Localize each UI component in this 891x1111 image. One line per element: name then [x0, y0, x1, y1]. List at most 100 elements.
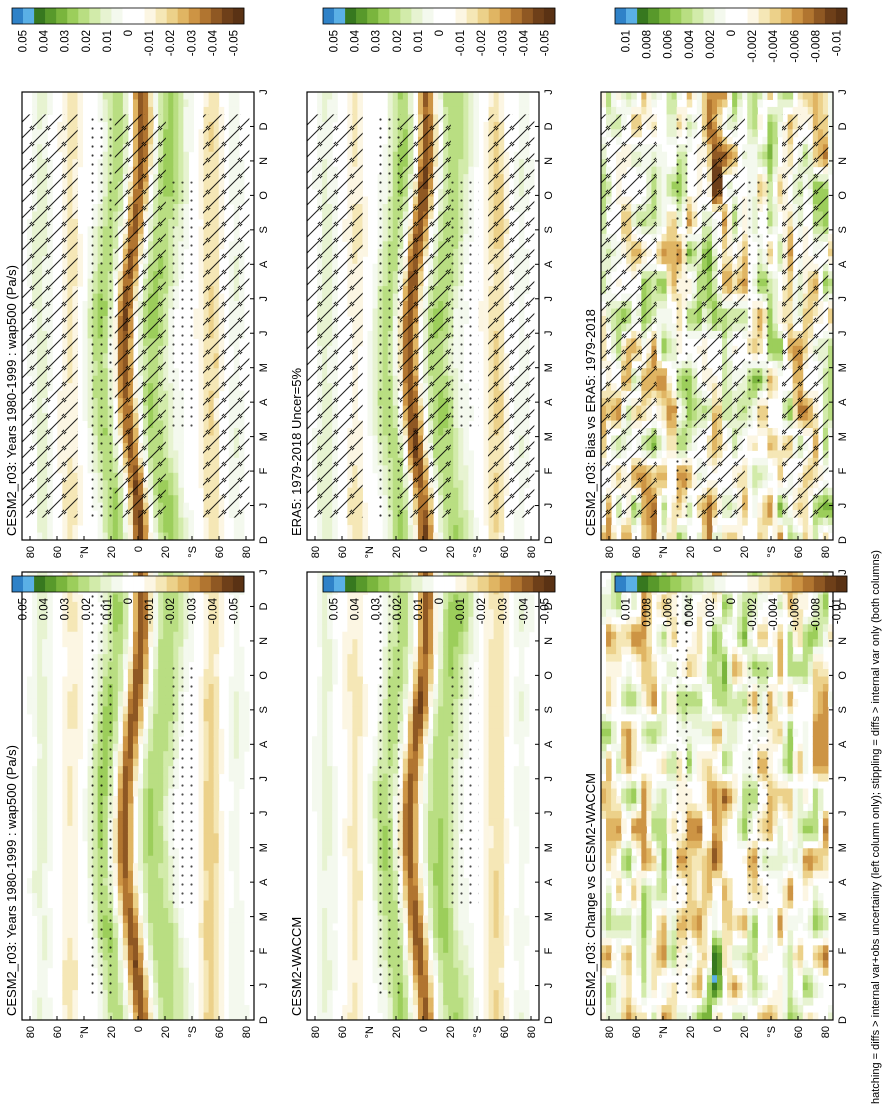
- heatmap-cell: [468, 106, 474, 115]
- heatmap-cell: [387, 99, 394, 108]
- heatmap-cell: [483, 233, 490, 242]
- heatmap-cell: [656, 226, 663, 235]
- heatmap-cell: [183, 121, 189, 130]
- heatmap-cell: [453, 435, 459, 444]
- heatmap-cell: [448, 136, 454, 145]
- heatmap-cell: [42, 106, 48, 115]
- heatmap-cell: [178, 517, 184, 526]
- heatmap-cell: [513, 532, 520, 541]
- heatmap-cell: [198, 368, 205, 377]
- heatmap-cell: [183, 517, 189, 526]
- heatmap-cell: [458, 502, 464, 511]
- heatmap-cell: [463, 136, 469, 145]
- heatmap-cell: [463, 144, 469, 153]
- x-tick-label: O: [543, 191, 555, 200]
- heatmap-cell: [453, 517, 459, 526]
- heatmap-cell: [138, 517, 144, 526]
- heatmap-cell: [661, 383, 668, 392]
- heatmap-cell: [656, 383, 663, 392]
- heatmap-cell: [493, 99, 500, 108]
- heatmap-cell: [448, 144, 454, 153]
- heatmap-cell: [676, 525, 683, 534]
- heatmap-cell: [198, 263, 205, 272]
- heatmap-cell: [473, 99, 479, 108]
- heatmap-cell: [616, 517, 622, 526]
- heatmap-cell: [601, 99, 607, 108]
- heatmap-cell: [77, 495, 84, 504]
- heatmap-cell: [42, 532, 48, 541]
- x-tick-label: J: [543, 503, 555, 509]
- heatmap-cell: [463, 435, 469, 444]
- heatmap-cell: [173, 435, 179, 444]
- heatmap-cell: [62, 517, 68, 526]
- heatmap-cell: [448, 450, 454, 459]
- heatmap-cell: [661, 174, 668, 183]
- heatmap-cell: [397, 106, 404, 115]
- heatmap-cell: [453, 121, 459, 130]
- heatmap-cell: [72, 99, 78, 108]
- heatmap-cell: [666, 308, 673, 317]
- heatmap-cell: [112, 532, 119, 541]
- heatmap-cell: [163, 457, 169, 466]
- heatmap-cell: [656, 248, 663, 257]
- heatmap-cell: [372, 345, 379, 354]
- heatmap-cell: [327, 525, 333, 534]
- heatmap-cell: [483, 211, 490, 220]
- heatmap-cell: [438, 99, 444, 108]
- heatmap-cell: [178, 151, 184, 160]
- heatmap-cell: [168, 435, 174, 444]
- heatmap-cell: [641, 517, 647, 526]
- heatmap-cell: [362, 196, 369, 205]
- heatmap-cell: [143, 525, 149, 534]
- heatmap-cell: [32, 99, 38, 108]
- heatmap-cell: [656, 204, 663, 212]
- heatmap-cell: [656, 330, 663, 339]
- heatmap-cell: [636, 517, 642, 526]
- heatmap-cell: [717, 106, 723, 115]
- heatmap-cell: [198, 450, 205, 459]
- heatmap-cell: [183, 510, 189, 519]
- heatmap-cell: [483, 435, 490, 444]
- heatmap-cell: [153, 525, 159, 534]
- heatmap-cell: [188, 114, 194, 123]
- heatmap-cell: [327, 106, 333, 115]
- x-tick-label: S: [543, 226, 555, 233]
- x-tick-label: A: [543, 260, 555, 268]
- heatmap-cell: [621, 106, 627, 115]
- heatmap-cell: [178, 442, 184, 451]
- heatmap-cell: [488, 99, 495, 108]
- heatmap-cell: [362, 204, 369, 212]
- heatmap-cell: [458, 121, 464, 130]
- heatmap-cell: [367, 330, 374, 339]
- heatmap-cell: [606, 517, 612, 526]
- heatmap-cell: [163, 525, 169, 534]
- heatmap-cell: [453, 174, 459, 183]
- heatmap-cell: [463, 159, 469, 168]
- heatmap-cell: [352, 517, 358, 526]
- y-tick-label: 60: [499, 546, 511, 558]
- heatmap-cell: [513, 517, 520, 526]
- heatmap-cell: [37, 106, 43, 115]
- heatmap-cell: [332, 525, 338, 534]
- heatmap-cell: [367, 360, 374, 369]
- heatmap-cell: [453, 151, 459, 160]
- heatmap-cell: [458, 159, 464, 168]
- heatmap-cell: [656, 435, 663, 444]
- heatmap-cell: [138, 106, 144, 115]
- heatmap-cell: [168, 502, 174, 511]
- heatmap-cell: [183, 99, 189, 108]
- heatmap-cell: [153, 92, 159, 100]
- heatmap-cell: [493, 532, 500, 541]
- heatmap-cell: [143, 532, 149, 541]
- heatmap-cell: [483, 405, 490, 414]
- heatmap-cell: [203, 106, 210, 115]
- heatmap-cell: [347, 92, 353, 100]
- heatmap-cell: [173, 480, 179, 489]
- heatmap-cell: [448, 159, 454, 168]
- heatmap-cell: [453, 428, 459, 436]
- heatmap-cell: [203, 525, 210, 534]
- heatmap-cell: [483, 495, 490, 504]
- heatmap-cell: [183, 106, 189, 115]
- heatmap-cell: [397, 532, 404, 541]
- heatmap-cell: [82, 308, 89, 317]
